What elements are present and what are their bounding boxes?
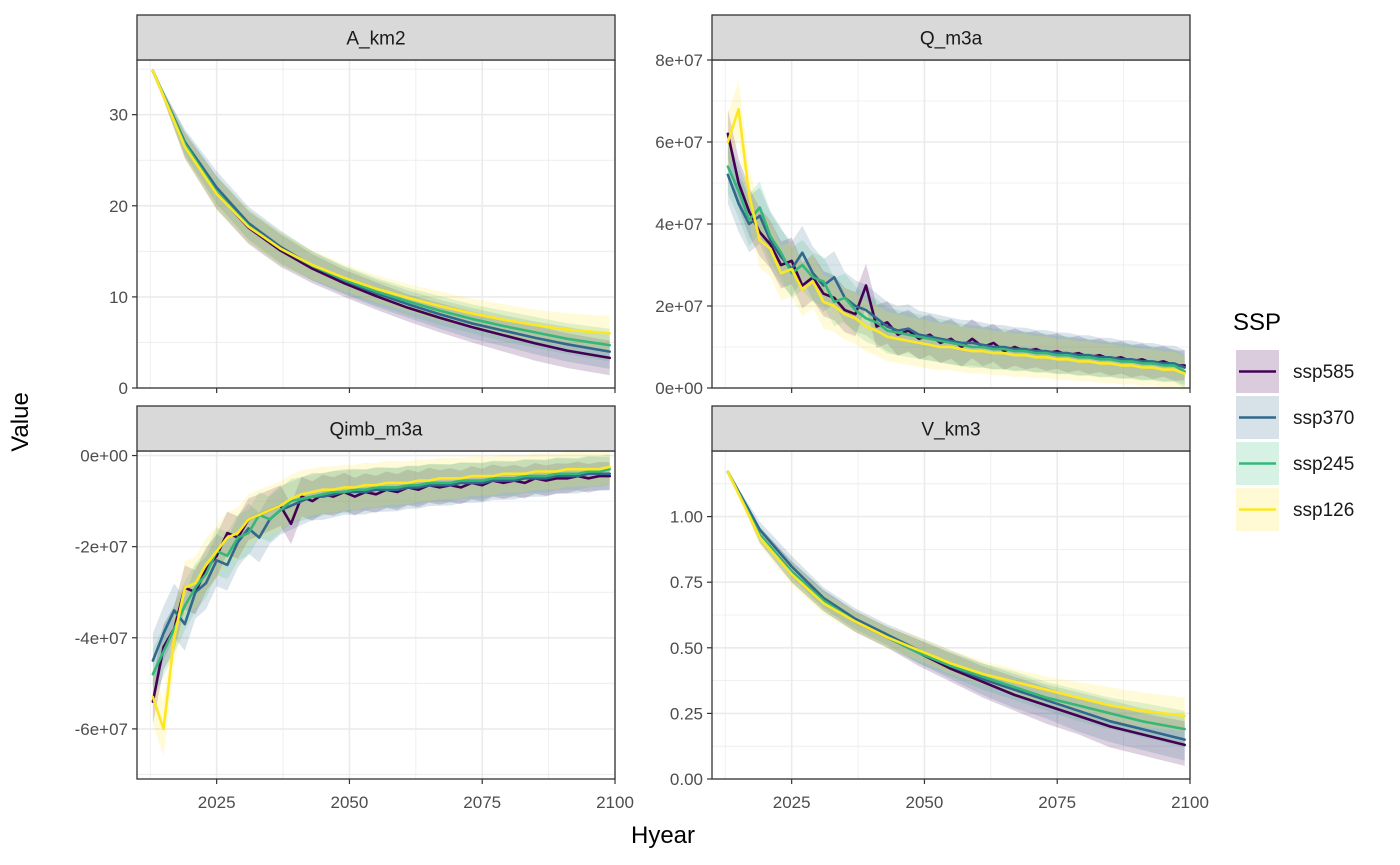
facet-panel: Qimb_m3a -6e+07 -4e+07 -2e+07 0e+00 2025 2050 2…	[75, 405, 634, 812]
series-lines	[726, 470, 1186, 747]
facet-panel: V_km3 0.00 0.25 0.50 0.75 1.00 2025 2050 2075 210…	[670, 405, 1209, 812]
ribbon-ssp585	[152, 461, 610, 725]
legend-title: SSP	[1233, 309, 1281, 336]
line-ssp370	[726, 173, 1186, 369]
legend-item-ssp245: ssp245	[1236, 442, 1354, 485]
y-tick-label: 6e+07	[655, 133, 703, 152]
ribbon-ssp126	[152, 450, 610, 756]
y-tick-label: 0.75	[670, 573, 703, 592]
legend-label: ssp370	[1293, 408, 1354, 429]
y-tick-label: 8e+07	[655, 51, 703, 70]
series-lines	[151, 69, 612, 360]
y-tick-label: -2e+07	[75, 538, 128, 557]
line-ssp245	[151, 467, 612, 676]
y-tick-label: 0e+00	[80, 447, 128, 466]
y-tick-label: 0	[119, 379, 128, 398]
y-tick-label: -6e+07	[75, 720, 128, 739]
y-tick-label: 1.00	[670, 508, 703, 527]
facet-strip-label: V_km3	[921, 420, 980, 441]
ribbon-ssp126	[727, 472, 1185, 732]
line-ssp245	[726, 165, 1186, 373]
y-axis-title: Value	[7, 392, 34, 452]
x-tick-label: 2100	[1171, 793, 1209, 812]
y-tick-label: 10	[109, 288, 128, 307]
ribbon-ssp370	[727, 472, 1185, 761]
legend-item-ssp370: ssp370	[1236, 396, 1354, 439]
x-axis-title: Hyear	[631, 822, 695, 849]
legend: SSP ssp585 ssp370 ssp245 ssp126	[1233, 309, 1354, 531]
line-ssp245	[726, 470, 1186, 731]
ribbon-ssp245	[152, 454, 610, 700]
ribbon-ssp245	[152, 70, 610, 362]
facet-strip-label: A_km2	[346, 29, 405, 50]
ribbon-ssp370	[152, 456, 610, 688]
x-tick-label: 2100	[596, 793, 634, 812]
line-ssp126	[151, 69, 612, 335]
y-tick-label: 0.00	[670, 770, 703, 789]
facet-panel: A_km2 0 10 20 30	[109, 14, 616, 398]
x-tick-label: 2075	[463, 793, 501, 812]
facet-strip	[711, 405, 1191, 452]
facet-panel: Q_m3a 0e+00 2e+07 4e+07 6e+07 8e+07	[655, 14, 1191, 398]
x-tick-label: 2025	[198, 793, 236, 812]
ribbons	[152, 450, 610, 756]
legend-item-ssp126: ssp126	[1236, 488, 1354, 531]
facet-strip	[136, 405, 616, 452]
y-tick-label: 20	[109, 197, 128, 216]
x-tick-label: 2050	[906, 793, 944, 812]
line-ssp126	[726, 107, 1186, 375]
legend-label: ssp585	[1293, 362, 1354, 383]
y-tick-label: -4e+07	[75, 629, 128, 648]
line-ssp126	[151, 465, 612, 731]
y-tick-label: 0e+00	[655, 379, 703, 398]
line-ssp370	[151, 69, 612, 353]
legend-label: ssp126	[1293, 500, 1354, 521]
facet-strip	[136, 14, 616, 61]
line-ssp370	[151, 472, 612, 662]
x-tick-label: 2025	[773, 793, 811, 812]
legend-label: ssp245	[1293, 454, 1354, 475]
legend-item-ssp585: ssp585	[1236, 350, 1354, 393]
facet-panels: A_km2 0 10 20 30 Q_m3a 0e+00 2e+07 4e+07 6e+07 8e+…	[75, 14, 1209, 812]
ribbon-ssp585	[727, 472, 1185, 766]
y-tick-label: 4e+07	[655, 215, 703, 234]
line-ssp126	[726, 470, 1186, 718]
x-tick-label: 2050	[331, 793, 369, 812]
y-tick-label: 0.25	[670, 704, 703, 723]
facet-strip-label: Q_m3a	[920, 29, 983, 50]
facet-strip-label: Qimb_m3a	[330, 420, 423, 441]
series-lines	[151, 465, 612, 731]
series-lines	[726, 107, 1186, 375]
x-tick-label: 2075	[1038, 793, 1076, 812]
y-tick-label: 0.50	[670, 639, 703, 658]
y-tick-label: 30	[109, 106, 128, 125]
facet-strip	[711, 14, 1191, 61]
y-tick-label: 2e+07	[655, 297, 703, 316]
